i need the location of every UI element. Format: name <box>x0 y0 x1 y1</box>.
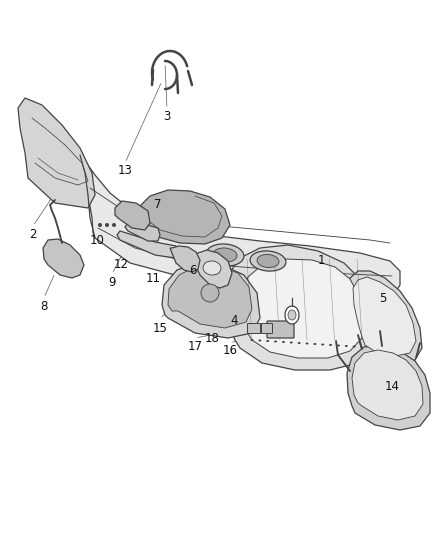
Ellipse shape <box>258 340 261 342</box>
Text: 18: 18 <box>205 333 219 345</box>
Polygon shape <box>137 190 230 244</box>
Text: 1: 1 <box>317 254 325 268</box>
Polygon shape <box>168 266 252 328</box>
Text: 12: 12 <box>113 257 128 271</box>
Ellipse shape <box>203 261 221 275</box>
Text: 6: 6 <box>189 263 197 277</box>
FancyBboxPatch shape <box>247 324 261 334</box>
Ellipse shape <box>266 340 269 342</box>
Text: 13: 13 <box>117 165 132 177</box>
Polygon shape <box>285 306 299 324</box>
Polygon shape <box>170 246 200 272</box>
Polygon shape <box>353 277 416 356</box>
Ellipse shape <box>329 344 332 346</box>
Ellipse shape <box>250 251 286 271</box>
Polygon shape <box>288 310 296 320</box>
Ellipse shape <box>213 248 237 262</box>
Ellipse shape <box>345 345 348 347</box>
Text: 11: 11 <box>145 271 160 285</box>
Ellipse shape <box>98 223 102 227</box>
Polygon shape <box>352 350 423 420</box>
Polygon shape <box>225 245 378 370</box>
Ellipse shape <box>257 254 279 268</box>
Text: 5: 5 <box>379 293 387 305</box>
Polygon shape <box>125 223 160 241</box>
Polygon shape <box>162 263 260 338</box>
Ellipse shape <box>290 342 293 343</box>
Polygon shape <box>78 155 400 293</box>
Ellipse shape <box>201 284 219 302</box>
Text: 15: 15 <box>152 321 167 335</box>
Ellipse shape <box>305 343 308 344</box>
Ellipse shape <box>274 341 277 343</box>
Ellipse shape <box>298 342 300 344</box>
Ellipse shape <box>251 339 254 341</box>
Polygon shape <box>43 239 84 278</box>
Ellipse shape <box>112 223 116 227</box>
Polygon shape <box>347 345 430 430</box>
Ellipse shape <box>313 343 316 345</box>
Polygon shape <box>192 250 232 288</box>
Text: 4: 4 <box>230 314 238 327</box>
Polygon shape <box>115 201 150 230</box>
Text: 9: 9 <box>108 277 116 289</box>
Ellipse shape <box>353 345 356 348</box>
FancyBboxPatch shape <box>267 321 294 338</box>
Text: 7: 7 <box>154 198 162 212</box>
Text: 17: 17 <box>187 340 202 352</box>
FancyBboxPatch shape <box>261 324 272 334</box>
Text: 8: 8 <box>40 300 48 312</box>
Text: 2: 2 <box>29 229 37 241</box>
Polygon shape <box>117 231 178 258</box>
Ellipse shape <box>337 344 340 346</box>
Polygon shape <box>242 259 365 358</box>
Ellipse shape <box>282 341 285 343</box>
Text: 10: 10 <box>89 233 104 246</box>
Text: 14: 14 <box>385 379 399 392</box>
Text: 16: 16 <box>223 344 237 358</box>
Polygon shape <box>348 271 422 363</box>
Polygon shape <box>18 98 95 208</box>
Text: 3: 3 <box>163 110 171 124</box>
Ellipse shape <box>321 343 324 345</box>
Ellipse shape <box>105 223 109 227</box>
Ellipse shape <box>206 244 244 266</box>
